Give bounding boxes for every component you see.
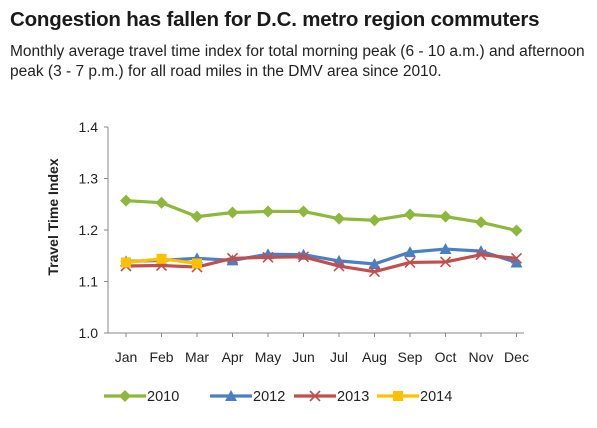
series-line-2012: [125, 247, 517, 266]
data-point-2012: [510, 256, 523, 268]
x-tick-label: Aug: [362, 349, 387, 365]
y-axis-title: Travel Time Index: [45, 158, 61, 275]
data-point-2014: [156, 253, 167, 264]
legend-marker: [119, 390, 131, 402]
y-tick-label: 1.1: [79, 274, 99, 290]
data-point-2013: [297, 251, 310, 263]
y-tick-label: 1.0: [79, 325, 99, 341]
legend-item-2013: 2013: [294, 389, 369, 405]
x-tick-label: May: [255, 349, 281, 365]
legend-item-2010: 2010: [104, 389, 179, 405]
x-tick-label: Oct: [435, 349, 457, 365]
series-group: [120, 194, 523, 278]
y-tick-label: 1.3: [79, 171, 99, 187]
x-tick-label: Jul: [330, 349, 348, 365]
data-point-2010: [191, 210, 203, 223]
series-2013: [120, 249, 523, 278]
legend-label: 2014: [420, 389, 452, 405]
series-2014: [121, 253, 202, 269]
data-point-2013: [368, 266, 381, 278]
data-point-2014: [121, 257, 131, 268]
legend-marker: [309, 390, 321, 402]
data-point-2012: [439, 243, 452, 255]
legend: 2010 2012 2013 2014: [104, 389, 452, 405]
data-point-2010: [510, 224, 523, 237]
legend-marker: [393, 391, 403, 401]
chart-subtitle: Monthly average travel time index for to…: [10, 43, 585, 80]
data-point-2010: [404, 208, 416, 221]
data-point-2010: [439, 210, 452, 223]
data-point-2013: [262, 251, 274, 263]
data-point-2010: [475, 216, 487, 229]
data-point-2010: [333, 212, 345, 225]
axes: 1.0 1.1 1.2 1.3 1.4 Jan Feb Mar Apr May Jun Jul Aug S…: [45, 119, 529, 365]
data-point-2013: [510, 252, 523, 264]
data-point-2014: [192, 258, 202, 269]
data-point-2012: [404, 246, 416, 258]
data-point-2013: [475, 249, 487, 261]
x-tick-label: Jun: [292, 349, 315, 365]
data-point-2013: [333, 260, 345, 272]
legend-label: 2013: [337, 389, 369, 405]
data-point-2010: [297, 205, 310, 218]
legend-marker: [225, 390, 237, 401]
data-point-2013: [226, 252, 239, 264]
series-line-2010: [125, 199, 517, 233]
x-tick-label: Sep: [398, 349, 423, 365]
legend-item-2012: 2012: [210, 389, 285, 405]
x-tick-label: Apr: [222, 349, 244, 365]
data-point-2010: [120, 194, 132, 207]
y-tick-label: 1.4: [79, 119, 99, 135]
x-tick-label: Nov: [469, 349, 494, 365]
data-point-2012: [368, 257, 381, 269]
chart-title: Congestion has fallen for D.C. metro reg…: [10, 8, 540, 31]
x-tick-label: Dec: [504, 349, 529, 365]
data-point-2010: [262, 205, 274, 218]
legend-label: 2012: [253, 389, 285, 405]
y-tick-label: 1.2: [79, 222, 99, 238]
x-tick-label: Mar: [185, 349, 209, 365]
x-tick-label: Feb: [149, 349, 173, 365]
series-2010: [120, 194, 523, 237]
x-tick-label: Jan: [115, 349, 138, 365]
data-point-2010: [155, 196, 168, 209]
data-point-2010: [226, 206, 239, 219]
series-line-2013: [125, 253, 517, 274]
data-point-2013: [404, 256, 416, 269]
data-point-2012: [475, 245, 487, 257]
legend-item-2014: 2014: [377, 389, 452, 405]
data-point-2013: [439, 256, 452, 268]
legend-label: 2010: [147, 389, 179, 405]
data-point-2010: [368, 214, 381, 227]
